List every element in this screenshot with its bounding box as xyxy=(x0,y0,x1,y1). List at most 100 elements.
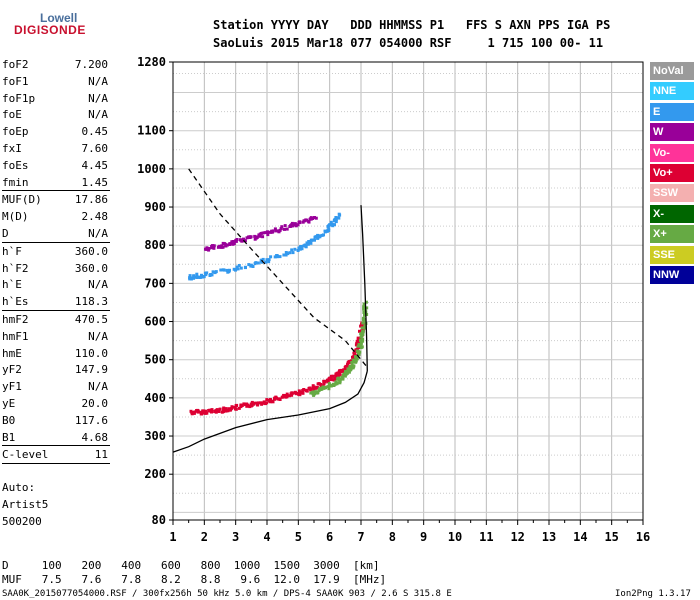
echo-point-w xyxy=(293,222,297,226)
echo-point-e xyxy=(288,251,292,255)
y-tick-label: 200 xyxy=(144,467,166,481)
param-value: 17.86 xyxy=(74,193,108,207)
echo-point-x- xyxy=(359,332,363,336)
param-value: 0.45 xyxy=(81,125,109,139)
param-name: foEs xyxy=(2,158,29,172)
echo-point-x- xyxy=(351,358,355,362)
x-tick-label: 10 xyxy=(448,530,462,544)
echo-point-w xyxy=(261,235,265,239)
echo-point-e xyxy=(239,266,243,270)
echo-point-vo- xyxy=(248,405,252,409)
y-tick-label: 300 xyxy=(144,429,166,443)
echo-point-w xyxy=(296,223,300,227)
echo-point-x- xyxy=(352,364,356,368)
param-name: yF1 xyxy=(2,380,22,394)
echo-point-x- xyxy=(355,349,359,353)
echo-point-x- xyxy=(361,337,365,341)
echo-point-x- xyxy=(342,372,346,376)
echo-point-e xyxy=(202,275,206,279)
echo-point-e xyxy=(322,233,325,237)
x-tick-label: 9 xyxy=(420,530,427,544)
echo-point-vo- xyxy=(290,391,294,395)
param-name: foF2 xyxy=(2,58,29,71)
echo-point-e xyxy=(214,270,218,274)
echo-point-vo- xyxy=(335,374,338,378)
echo-point-x- xyxy=(365,313,369,316)
param-value: N/A xyxy=(88,74,108,88)
echo-point-x- xyxy=(362,302,366,306)
echo-point-vo- xyxy=(351,355,355,359)
echo-point-vo- xyxy=(271,400,275,404)
x-tick-label: 8 xyxy=(389,530,396,544)
echo-point-x- xyxy=(362,305,366,309)
x-tick-label: 11 xyxy=(479,530,493,544)
echo-point-x- xyxy=(363,313,366,317)
legend-item-noval: NoVal xyxy=(650,62,694,80)
echo-point-vo- xyxy=(199,410,203,414)
legend-item-vo-: Vo+ xyxy=(650,164,694,182)
echo-point-e xyxy=(284,253,288,257)
x-tick-label: 2 xyxy=(201,530,208,544)
echo-point-w xyxy=(298,221,302,225)
y-tick-label: 500 xyxy=(144,353,166,367)
echo-point-w xyxy=(240,239,244,243)
echo-point-x- xyxy=(362,320,366,324)
echo-point-vo- xyxy=(197,410,201,414)
echo-point-x- xyxy=(350,363,354,367)
param-value: 118.3 xyxy=(74,295,108,309)
param-name: hmF1 xyxy=(2,329,29,343)
param-name: C-level xyxy=(2,448,49,462)
legend-item-nnw: NNW xyxy=(650,266,694,284)
echo-point-x- xyxy=(363,326,367,330)
param-name: h`E xyxy=(2,278,22,292)
echo-point-vo- xyxy=(331,374,335,378)
echo-point-x- xyxy=(320,387,324,391)
echo-point-x- xyxy=(360,345,364,349)
echo-point-e xyxy=(298,245,302,249)
echo-point-w xyxy=(220,244,224,248)
echo-point-e xyxy=(330,222,334,226)
echo-point-w xyxy=(207,248,211,252)
echo-point-x- xyxy=(361,339,365,343)
param-value: 20.0 xyxy=(81,397,109,410)
param-value: 147.9 xyxy=(74,363,108,377)
echo-point-x- xyxy=(345,371,349,375)
param-name: fxI xyxy=(2,142,22,155)
echo-point-x- xyxy=(338,379,342,383)
param-name: h`Es xyxy=(2,295,29,309)
echo-point-vo- xyxy=(204,409,207,413)
echo-point-x- xyxy=(338,378,342,382)
echo-point-e xyxy=(306,242,310,246)
echo-point-e xyxy=(205,271,209,275)
x-tick-label: 15 xyxy=(604,530,618,544)
echo-point-e xyxy=(309,241,313,245)
echo-point-vo- xyxy=(215,408,219,412)
param-row: hmE 110.0 xyxy=(2,347,108,364)
echo-point-x- xyxy=(334,382,337,386)
param-row: foEp 0.45 xyxy=(2,125,108,142)
echo-point-w xyxy=(263,231,267,235)
param-row: fxI 7.60 xyxy=(2,142,108,159)
echo-point-x- xyxy=(329,384,333,388)
echo-point-vo- xyxy=(282,393,286,397)
echo-point-vo- xyxy=(326,378,330,382)
distance-row: D 100 200 400 600 800 1000 1500 3000 [km… xyxy=(2,559,380,572)
echo-point-x- xyxy=(361,330,365,333)
echo-point-vo- xyxy=(273,397,276,401)
echo-point-vo- xyxy=(245,404,249,408)
echo-point-x- xyxy=(327,382,331,386)
echo-point-vo- xyxy=(356,341,360,345)
echo-point-vo- xyxy=(268,398,272,401)
echo-point-vo- xyxy=(319,384,323,388)
echo-point-vo- xyxy=(344,364,348,368)
echo-point-e xyxy=(264,260,268,264)
param-value: 4.45 xyxy=(81,158,109,172)
y-tick-label: 400 xyxy=(144,391,166,405)
param-row: h`F 360.0 xyxy=(2,245,108,262)
param-value: 360.0 xyxy=(74,244,108,258)
param-value: 117.6 xyxy=(74,413,108,427)
echo-point-e xyxy=(307,240,311,243)
echo-point-e xyxy=(267,260,271,264)
echo-point-w xyxy=(307,219,310,223)
param-row: fmin 1.45 xyxy=(2,176,108,193)
